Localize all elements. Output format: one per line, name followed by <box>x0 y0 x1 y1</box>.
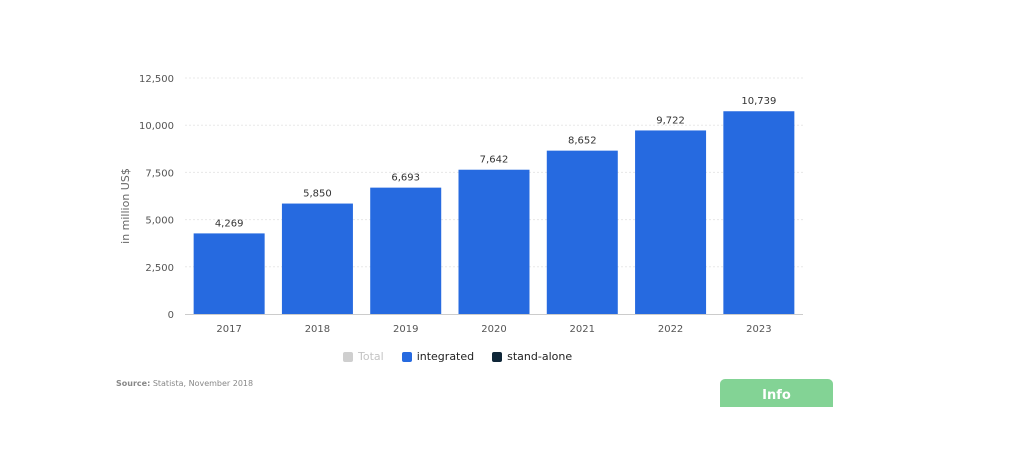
x-tick-label-2018: 2018 <box>305 324 330 335</box>
bar-2023[interactable] <box>723 111 795 314</box>
y-tick-label: 5,000 <box>145 216 174 227</box>
info-button[interactable]: Info <box>720 379 833 407</box>
x-tick-label-2022: 2022 <box>658 324 683 335</box>
x-tick-label-2021: 2021 <box>570 324 595 335</box>
data-label-2019: 6,693 <box>391 173 420 184</box>
legend-label-integrated: integrated <box>416 350 475 363</box>
source-prefix: Source: <box>116 379 151 388</box>
y-axis-ticks: 0 2,500 5,000 7,500 10,000 12,500 <box>139 74 174 321</box>
bar-2017[interactable] <box>193 233 265 314</box>
x-tick-label-2019: 2019 <box>393 324 418 335</box>
bar-2018[interactable] <box>281 203 353 314</box>
data-label-2018: 5,850 <box>303 189 332 200</box>
legend-swatch-integrated <box>401 351 412 362</box>
bar-2021[interactable] <box>546 150 618 314</box>
y-tick-label: 7,500 <box>145 168 174 179</box>
legend-label-total: Total <box>358 350 384 363</box>
y-tick-label: 10,000 <box>139 121 174 132</box>
source-text: Statista, November 2018 <box>152 379 254 388</box>
data-label-2023: 10,739 <box>741 96 776 107</box>
legend-item-stand-alone[interactable]: stand-alone <box>492 350 572 363</box>
y-tick-label: 2,500 <box>145 263 174 274</box>
data-label-2017: 4,269 <box>215 218 244 229</box>
data-label-2020: 7,642 <box>480 155 509 166</box>
legend-swatch-stand-alone <box>492 351 503 362</box>
y-tick-label: 0 <box>168 310 174 321</box>
legend-item-integrated[interactable]: integrated <box>401 350 475 363</box>
legend-swatch-total <box>343 351 353 362</box>
data-labels: 4,269 5,850 6,693 7,642 8,652 9,722 10,739 <box>215 96 777 229</box>
x-tick-label-2017: 2017 <box>216 324 241 335</box>
legend: Total integrated stand-alone <box>343 350 572 363</box>
legend-label-stand-alone: stand-alone <box>507 350 573 363</box>
legend-item-total[interactable]: Total <box>343 350 384 363</box>
bars <box>193 111 795 314</box>
x-tick-label-2020: 2020 <box>481 324 506 335</box>
y-axis-title: in million US$ <box>119 168 132 244</box>
bar-2019[interactable] <box>370 187 442 314</box>
bar-2022[interactable] <box>635 130 707 314</box>
y-tick-label: 12,500 <box>139 74 174 85</box>
x-tick-label-2023: 2023 <box>746 324 771 335</box>
data-label-2021: 8,652 <box>568 136 597 147</box>
data-label-2022: 9,722 <box>656 115 685 126</box>
source-note: Source: Statista, November 2018 <box>116 379 253 388</box>
bar-2020[interactable] <box>458 169 530 314</box>
x-axis-ticks: 2017 2018 2019 2020 2021 2022 2023 <box>216 324 771 335</box>
